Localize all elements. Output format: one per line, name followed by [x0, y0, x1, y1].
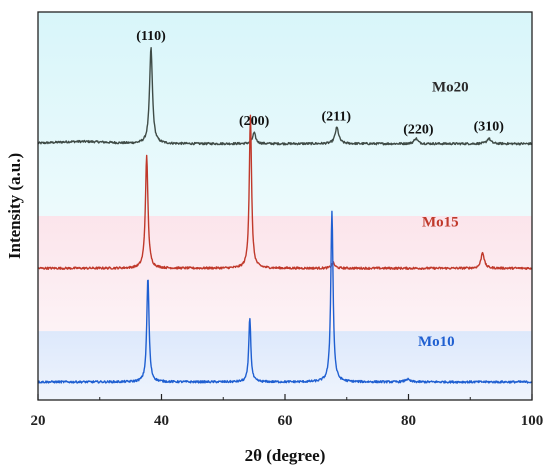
- background-band: [38, 216, 532, 332]
- axes: 20 40 60 80 100: [31, 11, 544, 429]
- x-tick-label: 60: [278, 413, 293, 429]
- x-tick-label: 20: [31, 413, 46, 429]
- series-line-mo10: [37, 210, 533, 384]
- series-line-mo20: [37, 46, 533, 146]
- y-axis-title: Intensity (a.u.): [5, 153, 24, 259]
- peak-annotations: (110) (200) (211) (220) (310): [136, 29, 504, 137]
- background-bands: [38, 12, 532, 400]
- x-tick-label: 100: [521, 413, 544, 429]
- peak-annotation: (200): [239, 114, 270, 129]
- peak-annotation: (310): [474, 119, 505, 134]
- plot-traces: [37, 46, 533, 384]
- peak-annotation: (110): [136, 29, 166, 44]
- series-label: Mo10: [418, 334, 455, 350]
- peak-annotation: (211): [321, 110, 351, 125]
- x-tick-label: 40: [154, 413, 169, 429]
- background-band: [38, 12, 532, 216]
- series-label: Mo20: [432, 80, 469, 96]
- background-band: [38, 331, 532, 400]
- series-label: Mo15: [422, 214, 459, 230]
- x-axis-title: 2θ (degree): [245, 446, 326, 465]
- series-line-mo15: [37, 114, 533, 271]
- series-labels: Mo20 Mo15 Mo10: [418, 80, 469, 350]
- peak-annotation: (220): [403, 122, 434, 137]
- x-tick-label: 80: [401, 413, 416, 429]
